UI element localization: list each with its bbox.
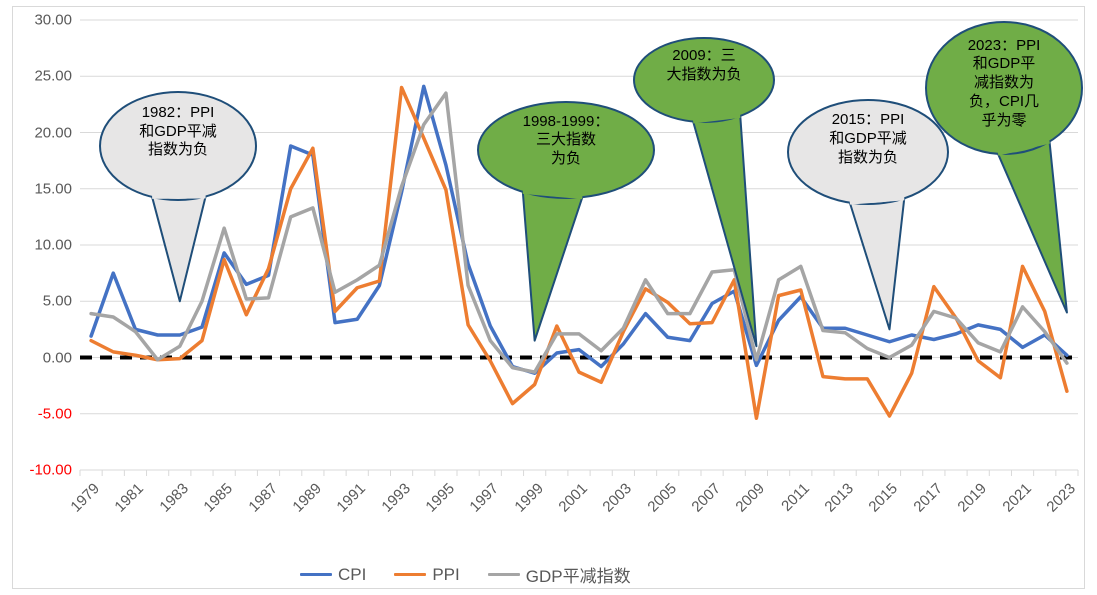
callout-tail: [850, 198, 904, 329]
callout-tail: [152, 197, 205, 302]
legend-item-PPI: PPI: [394, 565, 459, 585]
callout-text-c1982: 1982：PPI 和GDP平减 指数为负: [106, 104, 250, 160]
legend-swatch: [394, 573, 426, 577]
callout-tail: [998, 142, 1067, 313]
legend-swatch: [488, 573, 520, 577]
legend-label: PPI: [432, 565, 459, 585]
legend-item-CPI: CPI: [300, 565, 366, 585]
callout-tail: [523, 192, 583, 341]
callout-text-c2009: 2009：三 大指数为负: [640, 47, 769, 85]
callout-tail: [693, 116, 756, 346]
callout-text-c1998: 1998-1999： 三大指数 为负: [485, 113, 647, 169]
legend-label: GDP平减指数: [526, 562, 631, 587]
callout-text-c2023: 2023：PPI 和GDP平 减指数为 负，CPI几 乎为零: [932, 37, 1076, 131]
legend: CPI PPI GDP平减指数: [300, 562, 631, 587]
legend-swatch: [300, 573, 332, 577]
legend-item-GDP平减指数: GDP平减指数: [488, 562, 631, 587]
callout-text-c2015: 2015：PPI 和GDP平减 指数为负: [794, 111, 941, 167]
legend-label: CPI: [338, 565, 366, 585]
